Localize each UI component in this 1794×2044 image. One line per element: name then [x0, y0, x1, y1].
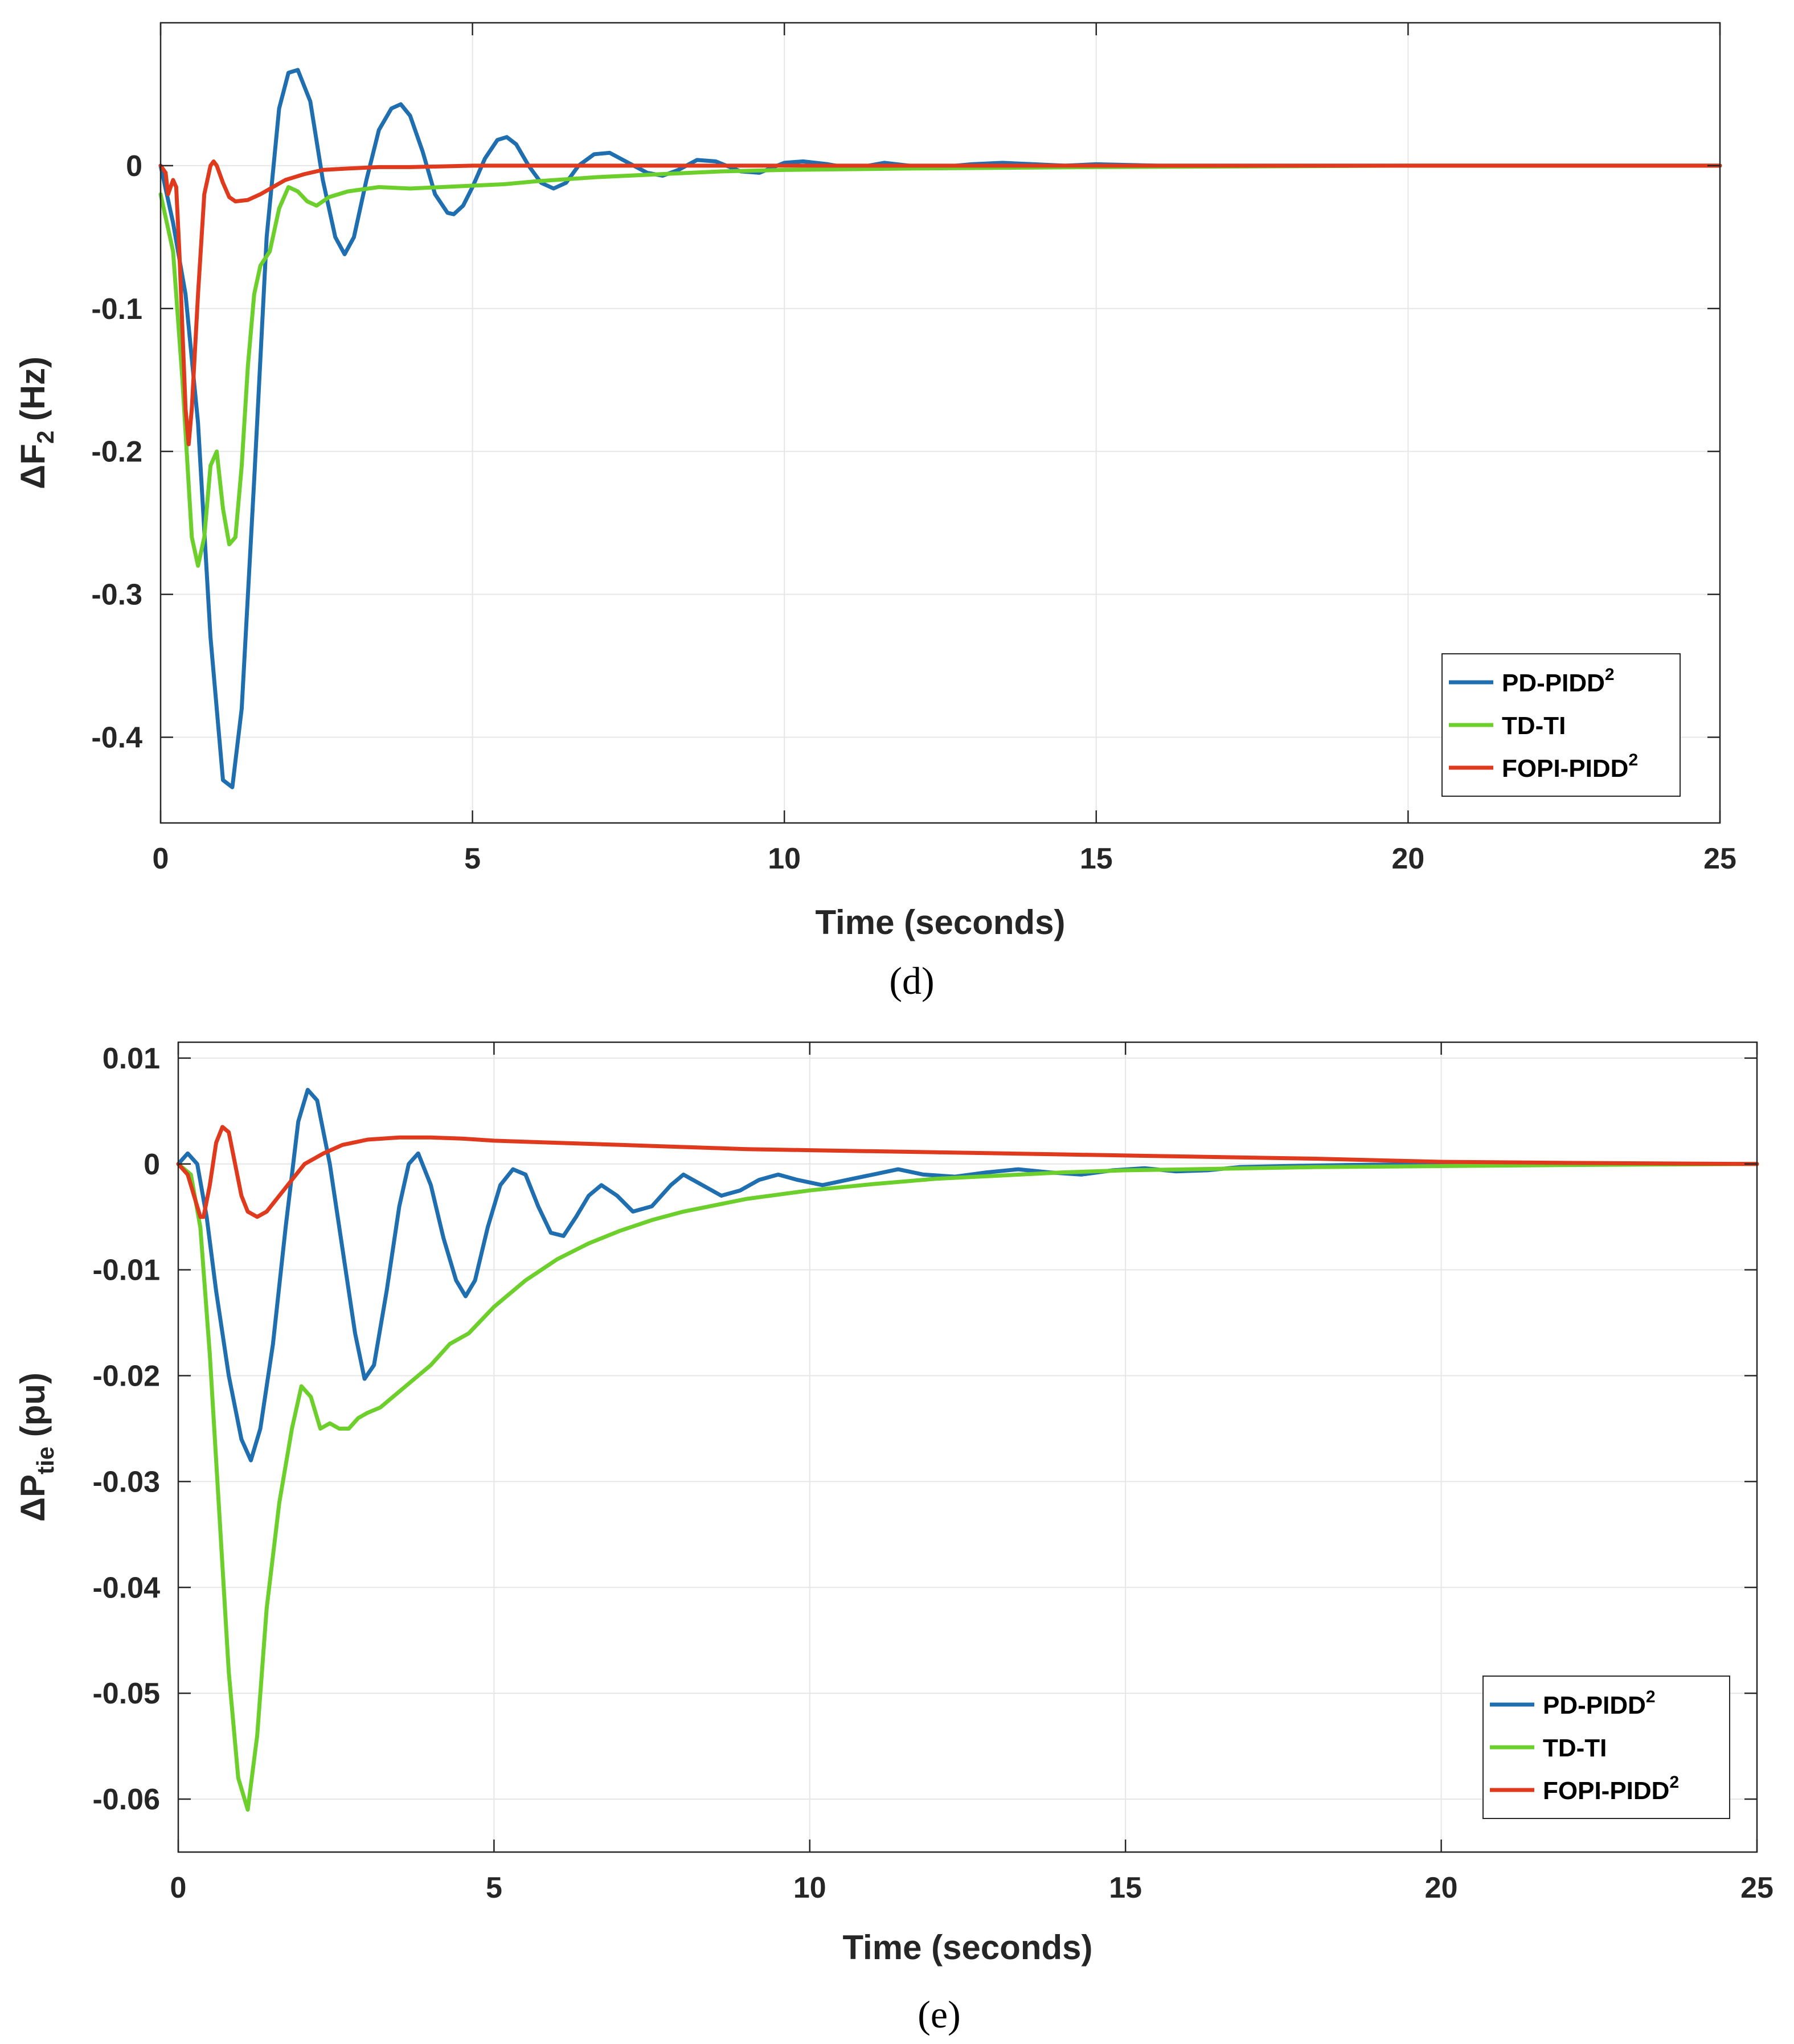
- x-tick-label: 5: [486, 1871, 502, 1904]
- series-line-pd_pidd2: [176, 1088, 1759, 1463]
- legend-label: TD-TI: [1543, 1734, 1607, 1762]
- chart-d-y-label-tail: (Hz): [14, 357, 52, 431]
- legend-label-superscript: 2: [1646, 1687, 1656, 1706]
- x-tick-label: 10: [793, 1871, 826, 1904]
- chart-d: 0 5 10 15 20 25 0 -0.1 -0.2 -0.3 -0.4 Time (second…: [14, 22, 1736, 1002]
- legend-label-text: TD-TI: [1502, 712, 1566, 740]
- chart-e-y-label-sub: tie: [32, 1447, 59, 1474]
- chart-d-series: [158, 68, 1722, 789]
- y-tick-label: -0.06: [92, 1783, 160, 1816]
- y-tick-label: -0.01: [92, 1254, 160, 1287]
- x-tick-label: 15: [1080, 842, 1113, 875]
- chart-e-caption: (e): [918, 1993, 960, 2036]
- y-tick-label: -0.05: [92, 1677, 160, 1710]
- chart-d-ticks: 0 5 10 15 20 25 0 -0.1 -0.2 -0.3 -0.4: [91, 23, 1736, 875]
- chart-e-x-axis-label: Time (seconds): [842, 1928, 1092, 1967]
- chart-e-ticks: 0 5 10 15 20 25 0.01 0 -0.01 -0.02 -0.03 -0.04 -0.05…: [92, 1042, 1773, 1904]
- chart-e-series: [176, 1088, 1759, 1812]
- legend-label-superscript: 2: [1628, 751, 1638, 769]
- legend-label-text: TD-TI: [1543, 1734, 1607, 1762]
- legend-label: PD-PIDD2: [1502, 665, 1615, 697]
- legend-label-text: PD-PIDD: [1543, 1691, 1646, 1719]
- x-tick-label: 10: [768, 842, 801, 875]
- chart-e-y-label-tail: (pu): [14, 1373, 52, 1447]
- x-tick-label: 25: [1703, 842, 1736, 875]
- y-tick-label: -0.02: [92, 1360, 160, 1393]
- chart-d-y-axis-label: ΔF2 (Hz): [14, 357, 59, 489]
- y-tick-label: -0.4: [91, 721, 142, 754]
- x-tick-label: 15: [1109, 1871, 1142, 1904]
- y-tick-label: 0: [144, 1148, 160, 1181]
- y-tick-label: 0: [126, 150, 142, 183]
- x-tick-label: 5: [464, 842, 481, 875]
- chart-e: 0 5 10 15 20 25 0.01 0 -0.01 -0.02 -0.03 -0.04 -0.05…: [14, 1041, 1773, 2036]
- legend-label-superscript: 2: [1669, 1773, 1679, 1792]
- y-tick-label: 0.01: [103, 1042, 160, 1075]
- chart-d-plot-frame: [159, 22, 1721, 824]
- x-tick-label: 0: [153, 842, 169, 875]
- chart-d-y-label-main: ΔF: [14, 444, 52, 489]
- chart-e-plot-frame: [177, 1041, 1758, 1853]
- legend-label-text: FOPI-PIDD: [1502, 755, 1628, 783]
- legend-label: PD-PIDD2: [1543, 1687, 1656, 1719]
- x-tick-label: 20: [1391, 842, 1424, 875]
- chart-d-caption: (d): [889, 959, 934, 1002]
- y-tick-label: -0.03: [92, 1465, 160, 1498]
- legend-label: TD-TI: [1502, 712, 1566, 740]
- chart-d-y-label-sub: 2: [32, 431, 59, 444]
- legend-label-superscript: 2: [1605, 665, 1615, 684]
- series-line-fopi_pidd2: [158, 159, 1722, 447]
- legend-label-text: PD-PIDD: [1502, 669, 1605, 697]
- y-tick-label: -0.04: [92, 1571, 160, 1604]
- legend-label: FOPI-PIDD2: [1543, 1773, 1679, 1805]
- legend-label: FOPI-PIDD2: [1502, 751, 1638, 783]
- chart-e-y-axis-label: ΔPtie (pu): [14, 1373, 59, 1522]
- y-tick-label: -0.3: [91, 579, 142, 612]
- y-tick-label: -0.2: [91, 436, 142, 469]
- y-tick-label: -0.1: [91, 293, 142, 326]
- x-tick-label: 25: [1740, 1871, 1773, 1904]
- legend-label-text: FOPI-PIDD: [1543, 1777, 1669, 1805]
- x-tick-label: 20: [1425, 1871, 1458, 1904]
- series-line-td_ti: [158, 163, 1722, 568]
- series-line-fopi_pidd2: [176, 1125, 1759, 1219]
- series-line-td_ti: [176, 1162, 1759, 1812]
- x-tick-label: 0: [170, 1871, 187, 1904]
- chart-d-x-axis-label: Time (seconds): [815, 903, 1065, 941]
- chart-e-y-label-main: ΔP: [14, 1474, 52, 1522]
